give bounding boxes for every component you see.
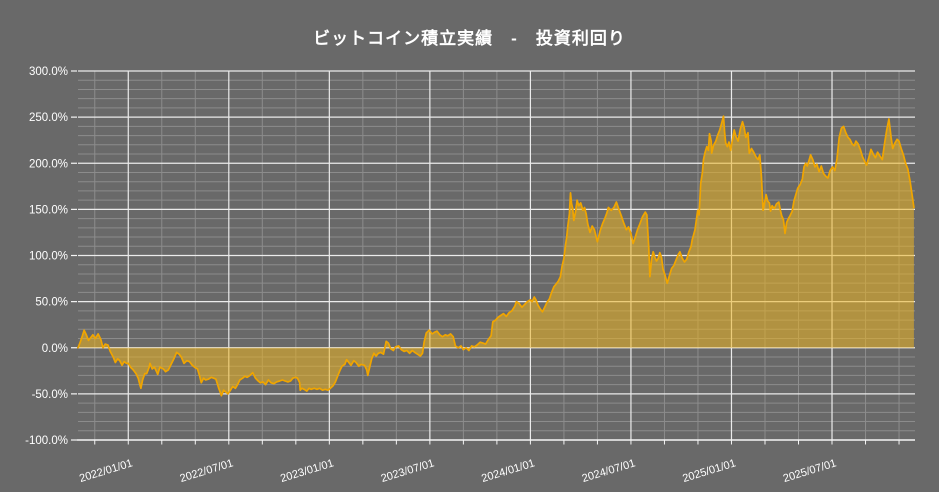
x-tick-label: 2023/01/01: [279, 457, 335, 485]
x-tick-label: 2025/01/01: [681, 457, 737, 485]
x-tick-label: 2022/07/01: [179, 457, 235, 485]
x-tick-label: 2025/07/01: [782, 457, 838, 485]
x-tick-label: 2024/01/01: [480, 457, 536, 485]
axes: [77, 439, 915, 445]
x-tick-label: 2023/07/01: [380, 457, 436, 485]
yield-line: [77, 115, 915, 397]
y-tick-label: -50.0%: [32, 389, 68, 401]
y-tick-label: 250.0%: [29, 112, 68, 124]
x-axis-labels: 2022/01/01 2022/07/01 2023/01/01 2023/07/01…: [78, 457, 838, 485]
x-tick-label: 2022/01/01: [78, 457, 134, 485]
y-tick-label: 100.0%: [29, 251, 68, 263]
y-axis-labels: 300.0% 250.0% 200.0% 150.0% 100.0% 50.0% 0.0% -…: [25, 66, 77, 447]
y-tick-label: 50.0%: [35, 297, 68, 309]
y-tick-label: 0.0%: [42, 343, 68, 355]
x-tick-label: 2024/07/01: [581, 457, 637, 485]
page-title: ビットコイン積立実績 - 投資利回り: [313, 29, 626, 48]
yield-area-fill: [78, 116, 914, 396]
y-tick-label: -100.0%: [25, 435, 68, 447]
y-tick-label: 200.0%: [29, 158, 68, 170]
y-tick-label: 150.0%: [29, 204, 68, 216]
y-tick-label: 300.0%: [29, 66, 68, 78]
yield-series: [77, 115, 915, 397]
